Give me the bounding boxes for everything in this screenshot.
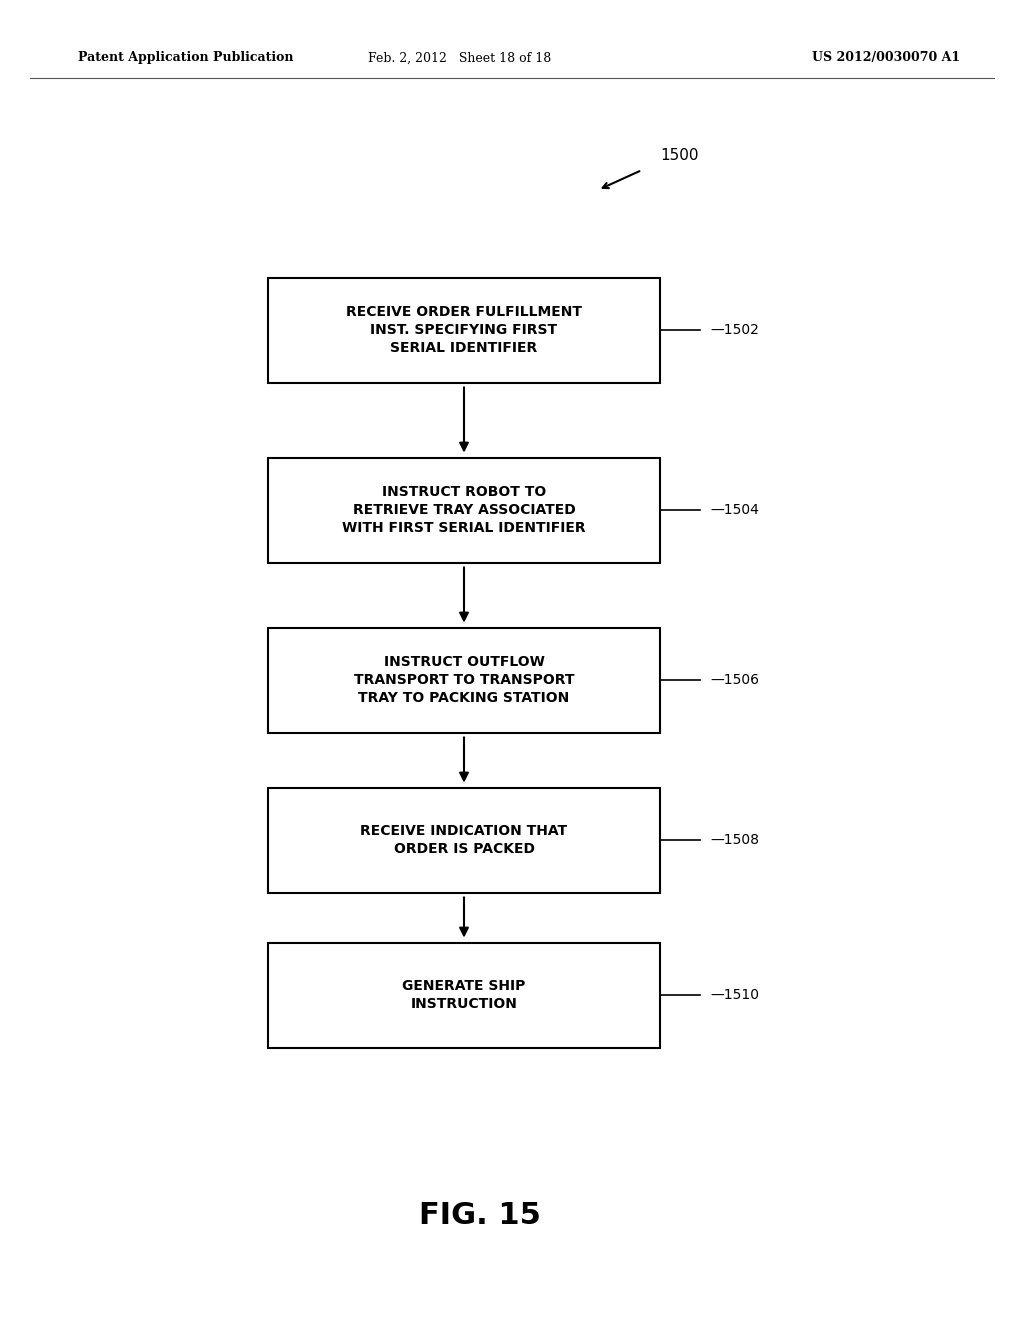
Text: —1508: —1508	[710, 833, 759, 847]
Bar	[268, 627, 660, 733]
Text: 1500: 1500	[660, 148, 698, 162]
Text: —1504: —1504	[710, 503, 759, 517]
Text: US 2012/0030070 A1: US 2012/0030070 A1	[812, 51, 961, 65]
Bar	[268, 458, 660, 562]
Text: Feb. 2, 2012   Sheet 18 of 18: Feb. 2, 2012 Sheet 18 of 18	[369, 51, 552, 65]
Text: FIG. 15: FIG. 15	[419, 1200, 541, 1229]
Text: RECEIVE INDICATION THAT
ORDER IS PACKED: RECEIVE INDICATION THAT ORDER IS PACKED	[360, 824, 567, 857]
Text: —1506: —1506	[710, 673, 759, 686]
Text: RECEIVE ORDER FULFILLMENT
INST. SPECIFYING FIRST
SERIAL IDENTIFIER: RECEIVE ORDER FULFILLMENT INST. SPECIFYI…	[346, 305, 582, 355]
Text: INSTRUCT OUTFLOW
TRANSPORT TO TRANSPORT
TRAY TO PACKING STATION: INSTRUCT OUTFLOW TRANSPORT TO TRANSPORT …	[353, 655, 574, 705]
Bar	[268, 942, 660, 1048]
Bar	[268, 277, 660, 383]
Bar	[268, 788, 660, 892]
Text: Patent Application Publication: Patent Application Publication	[78, 51, 294, 65]
Text: —1510: —1510	[710, 987, 759, 1002]
Text: GENERATE SHIP
INSTRUCTION: GENERATE SHIP INSTRUCTION	[402, 979, 525, 1011]
Text: INSTRUCT ROBOT TO
RETRIEVE TRAY ASSOCIATED
WITH FIRST SERIAL IDENTIFIER: INSTRUCT ROBOT TO RETRIEVE TRAY ASSOCIAT…	[342, 484, 586, 536]
Text: —1502: —1502	[710, 323, 759, 337]
